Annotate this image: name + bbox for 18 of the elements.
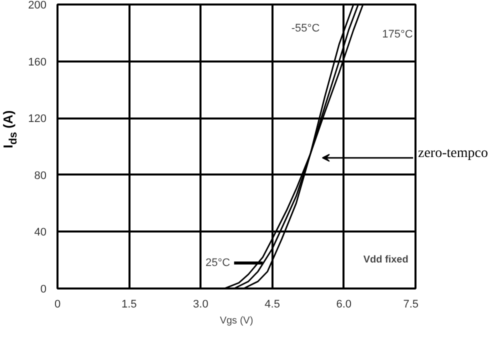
y-tick-label: 120 bbox=[28, 113, 47, 126]
x-tick-label: 3.0 bbox=[193, 298, 208, 310]
y-tick-label: 40 bbox=[34, 226, 47, 239]
x-tick-label: 0 bbox=[54, 298, 61, 310]
x-tick-label: 7.5 bbox=[403, 298, 419, 310]
text: zero-tempco bbox=[418, 146, 488, 162]
annotation: Vdd fixed bbox=[363, 254, 408, 266]
y-tick-label: 160 bbox=[28, 56, 47, 68]
annotation: 175°C bbox=[382, 28, 413, 40]
x-axis-title: Vgs (V) bbox=[220, 316, 254, 326]
annotation: 25°C bbox=[205, 256, 230, 269]
x-tick-label: 6.0 bbox=[336, 298, 352, 310]
y-tick-label: 80 bbox=[34, 170, 47, 182]
y-tick-label: 0 bbox=[40, 284, 47, 296]
x-tick-label: 1.5 bbox=[121, 298, 137, 310]
annotation: -55°C bbox=[291, 22, 320, 35]
y-tick-label: 200 bbox=[28, 0, 47, 12]
x-tick-label: 4.5 bbox=[264, 298, 280, 310]
